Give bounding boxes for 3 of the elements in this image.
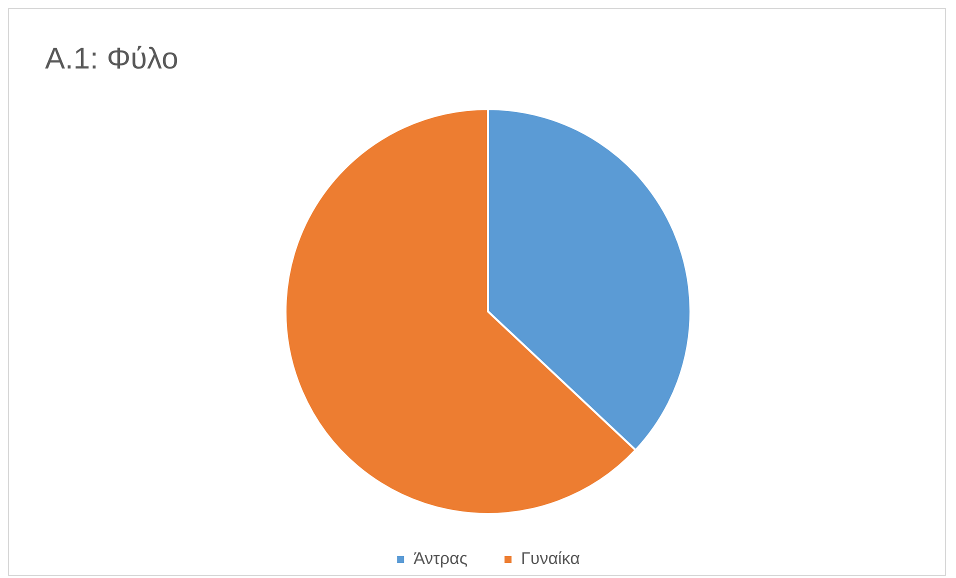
legend-label: Άντρας bbox=[414, 549, 468, 568]
legend-label: Γυναίκα bbox=[521, 549, 580, 568]
chart-title: Α.1: Φύλο bbox=[45, 42, 178, 76]
